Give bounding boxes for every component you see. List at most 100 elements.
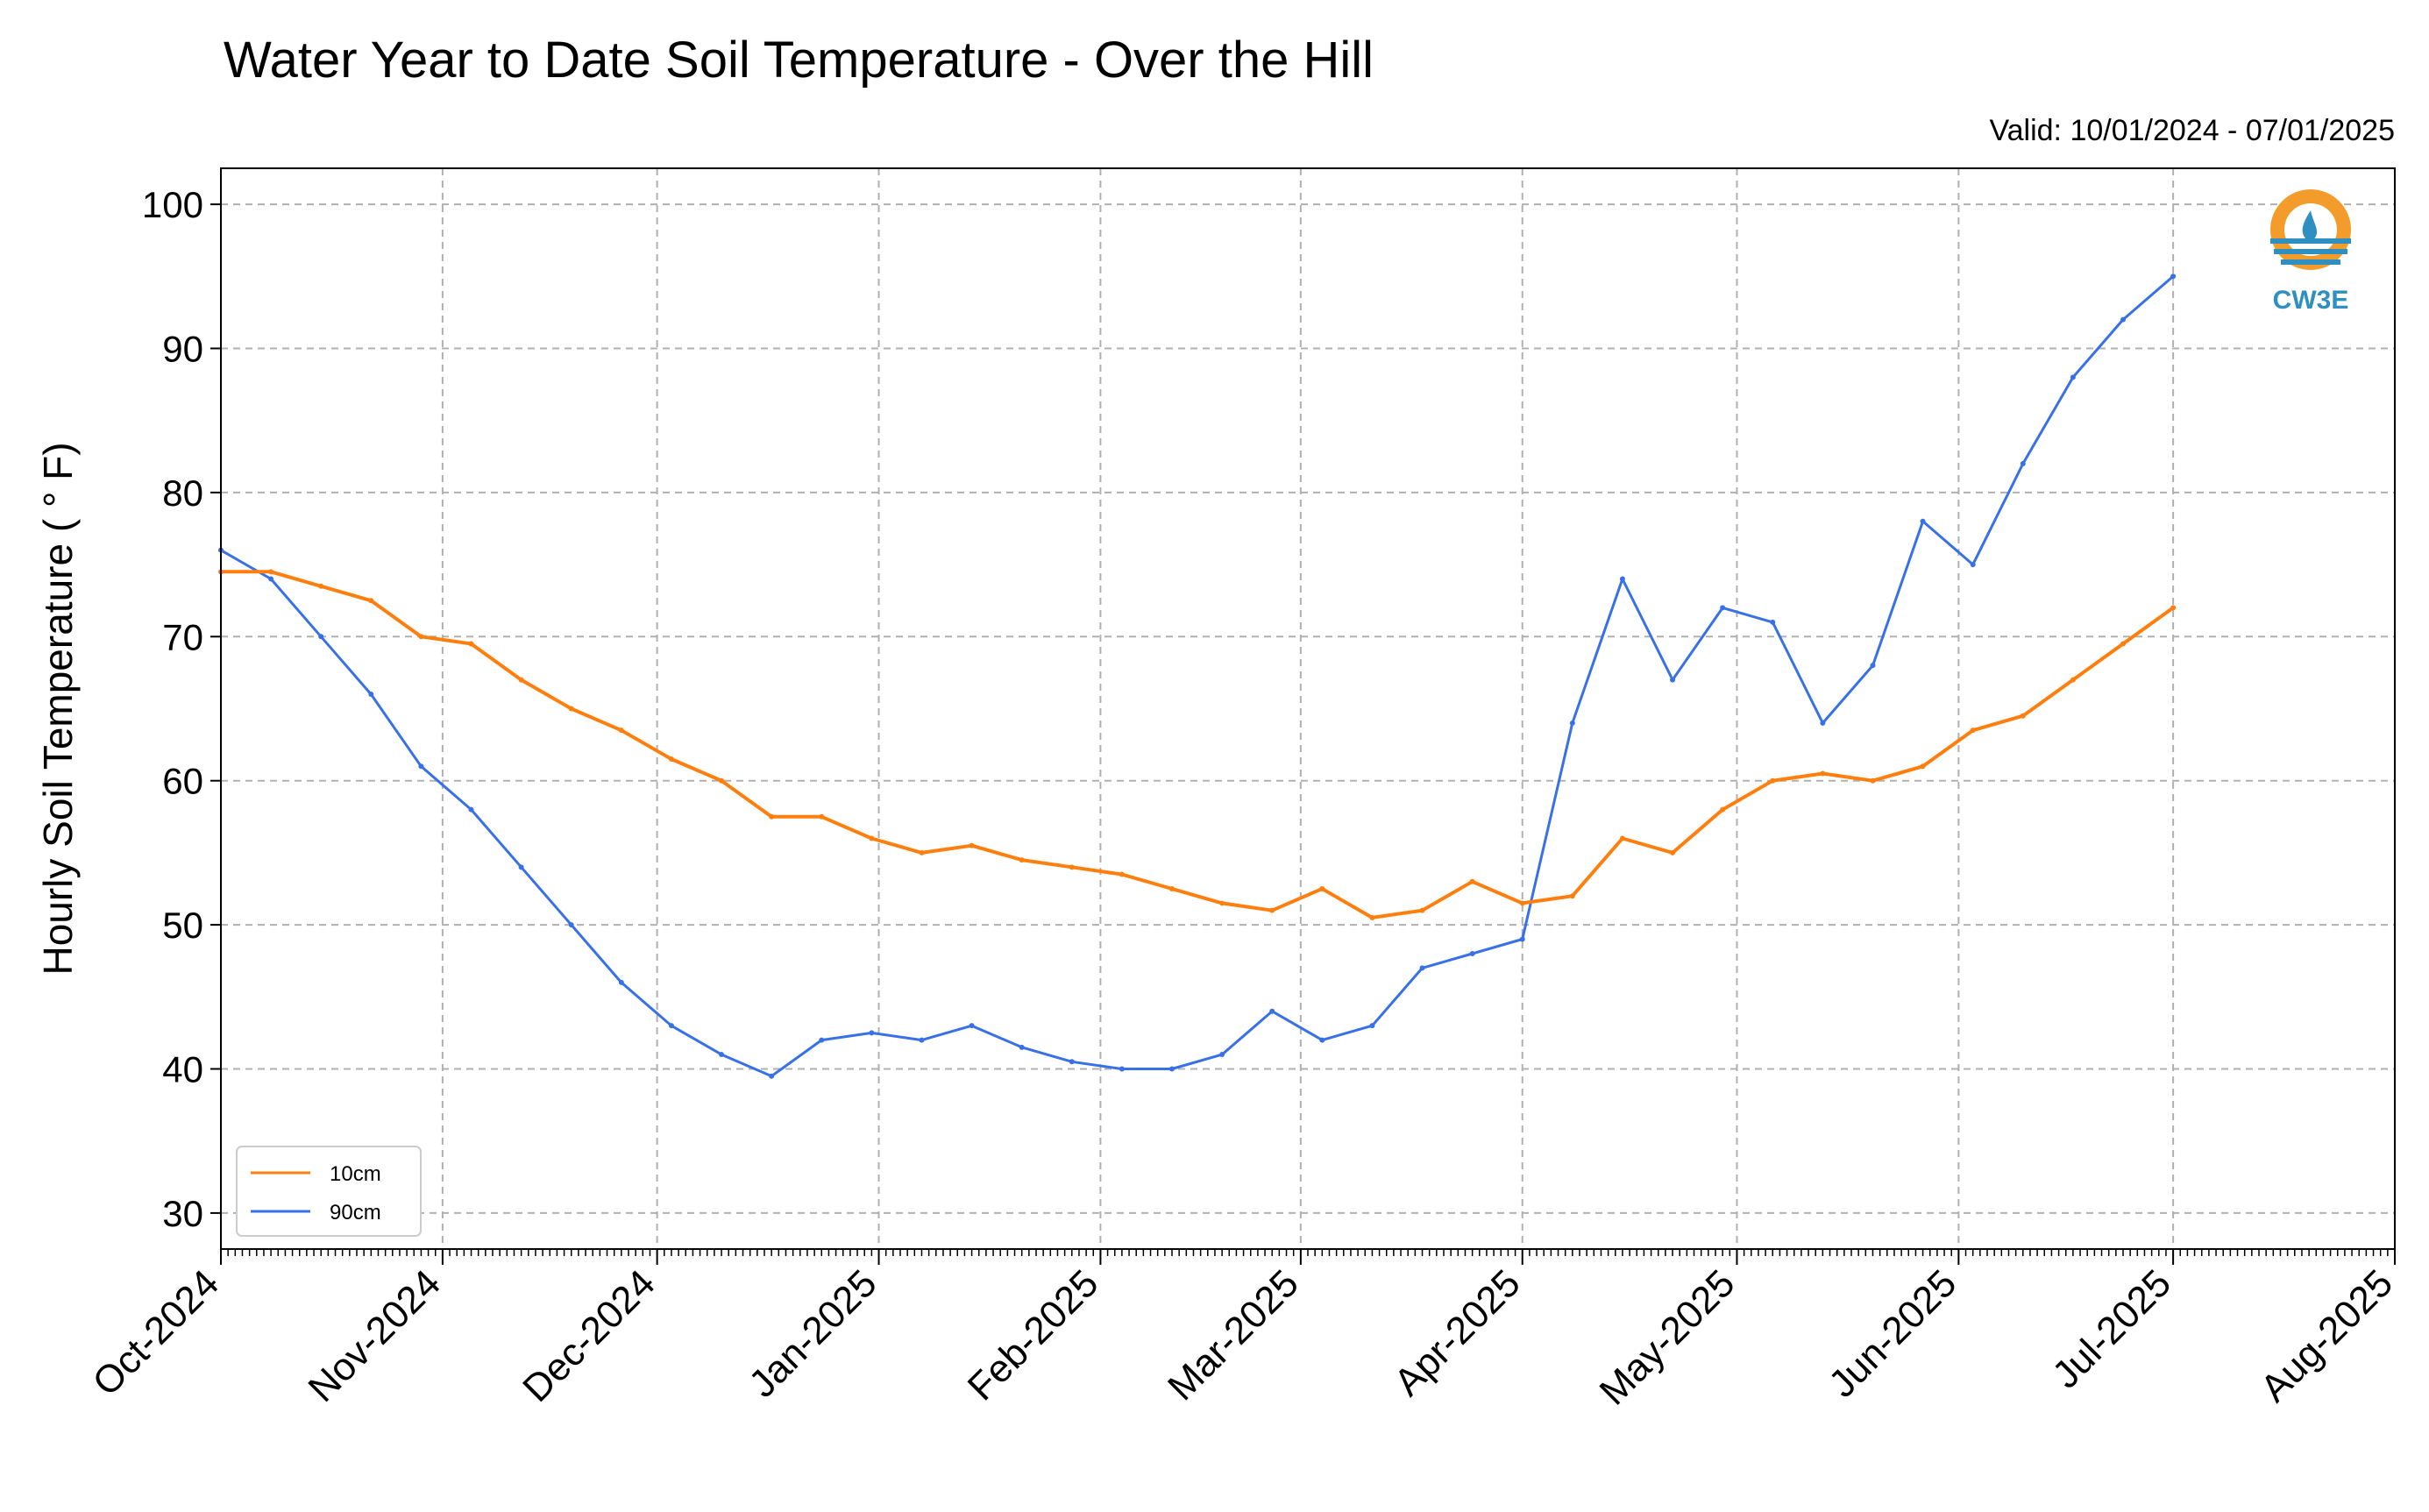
y-tick-label: 100 (142, 184, 203, 225)
data-point-10cm (769, 813, 775, 820)
data-point-10cm (1920, 763, 1926, 770)
data-point-10cm (869, 835, 875, 841)
data-point-90cm (1970, 562, 1976, 568)
logo-wave-1 (2270, 238, 2351, 244)
x-tick-label: Aug-2025 (2252, 1261, 2401, 1410)
x-axis-ticks: Oct-2024 Nov-2024 Dec-2024 Jan-2025 Feb-2025… (84, 1249, 2401, 1413)
data-point-90cm (1019, 1044, 1025, 1050)
data-point-90cm (769, 1073, 775, 1079)
data-point-90cm (2020, 461, 2026, 467)
data-point-10cm (368, 598, 374, 604)
data-point-10cm (819, 813, 825, 820)
chart-title: Water Year to Date Soil Temperature - Ov… (224, 32, 1374, 89)
chart-subtitle: Valid: 10/01/2024 - 07/01/2025 (1989, 114, 2395, 147)
cw3e-logo: CW3E (2270, 189, 2351, 315)
data-point-10cm (268, 569, 274, 575)
data-point-10cm (568, 706, 574, 712)
y-tick-label: 40 (162, 1049, 203, 1090)
legend: 10cm 90cm (236, 1146, 422, 1237)
data-point-10cm (1619, 835, 1625, 841)
y-tick-label: 80 (162, 472, 203, 514)
x-tick-label: May-2025 (1592, 1261, 1744, 1413)
data-point-10cm (1019, 857, 1025, 863)
x-tick-label: Nov-2024 (300, 1261, 449, 1410)
legend-box (236, 1146, 422, 1237)
data-point-90cm (2120, 316, 2126, 323)
data-point-90cm (869, 1030, 875, 1036)
data-point-90cm (2070, 374, 2076, 380)
y-axis-ticks: 30 40 50 60 70 80 90 100 (142, 184, 221, 1234)
data-point-10cm (2020, 713, 2026, 719)
series-line-10cm (221, 570, 2175, 919)
data-point-10cm (668, 756, 674, 763)
plot-frame (220, 167, 2396, 1250)
data-point-10cm (2120, 641, 2126, 647)
data-point-10cm (1820, 770, 1826, 777)
data-point-90cm (819, 1037, 825, 1043)
data-point-90cm (668, 1023, 674, 1029)
x-tick-label: Jun-2025 (1821, 1261, 1964, 1405)
logo-text: CW3E (2273, 286, 2349, 315)
data-point-10cm (2170, 605, 2177, 611)
data-point-90cm (268, 576, 274, 582)
y-tick-label: 70 (162, 616, 203, 657)
data-point-90cm (1619, 576, 1625, 582)
water-drop-icon (2302, 210, 2318, 241)
data-point-90cm (468, 806, 474, 813)
data-point-90cm (1219, 1052, 1225, 1058)
data-point-10cm (1870, 777, 1876, 784)
data-point-10cm (1569, 893, 1575, 899)
x-tick-label: Apr-2025 (1386, 1261, 1529, 1404)
data-point-90cm (1169, 1066, 1175, 1072)
data-point-10cm (1519, 900, 1525, 906)
data-point-10cm (518, 677, 524, 683)
data-point-90cm (1519, 936, 1525, 942)
data-point-10cm (1069, 864, 1075, 870)
data-point-10cm (1670, 849, 1676, 855)
x-tick-label: Jul-2025 (2044, 1261, 2179, 1396)
data-point-90cm (568, 922, 574, 928)
series-line-90cm (220, 275, 2175, 1078)
data-point-90cm (618, 979, 624, 985)
data-point-90cm (1269, 1008, 1275, 1014)
x-tick-label: Mar-2025 (1160, 1261, 1307, 1409)
data-point-90cm (318, 634, 324, 640)
data-point-90cm (1319, 1037, 1325, 1043)
x-tick-label: Jan-2025 (741, 1261, 884, 1405)
data-point-10cm (969, 842, 975, 848)
x-tick-label: Feb-2025 (960, 1261, 1107, 1409)
data-point-90cm (1419, 965, 1425, 971)
data-point-10cm (719, 777, 725, 784)
data-point-90cm (2170, 273, 2177, 280)
data-point-90cm (1720, 605, 1726, 611)
data-point-10cm (919, 849, 925, 855)
data-point-90cm (368, 692, 374, 698)
y-axis-label: Hourly Soil Temperature ( ° F) (35, 442, 81, 975)
y-tick-label: 50 (162, 905, 203, 946)
data-point-10cm (318, 583, 324, 589)
data-point-90cm (418, 763, 424, 770)
data-point-90cm (1119, 1066, 1125, 1072)
data-point-10cm (1169, 886, 1175, 891)
data-point-90cm (1469, 950, 1475, 956)
data-point-10cm (468, 641, 474, 647)
data-point-90cm (518, 864, 524, 870)
data-point-90cm (1569, 720, 1575, 726)
data-point-90cm (919, 1037, 925, 1043)
data-point-10cm (1369, 914, 1375, 920)
data-point-10cm (1269, 907, 1275, 913)
data-point-10cm (1970, 728, 1976, 734)
data-point-10cm (1119, 871, 1125, 877)
data-point-10cm (1770, 777, 1776, 784)
data-point-90cm (1870, 663, 1876, 669)
data-point-90cm (1820, 720, 1826, 726)
data-point-10cm (1469, 878, 1475, 884)
plot-series (218, 273, 2177, 1079)
y-tick-label: 30 (162, 1193, 203, 1234)
data-point-90cm (1920, 518, 1926, 524)
y-tick-label: 60 (162, 761, 203, 802)
data-point-10cm (1419, 907, 1425, 913)
x-minor-ticks (220, 1249, 2396, 1256)
data-point-90cm (719, 1052, 725, 1058)
legend-label-90cm: 90cm (330, 1201, 381, 1225)
